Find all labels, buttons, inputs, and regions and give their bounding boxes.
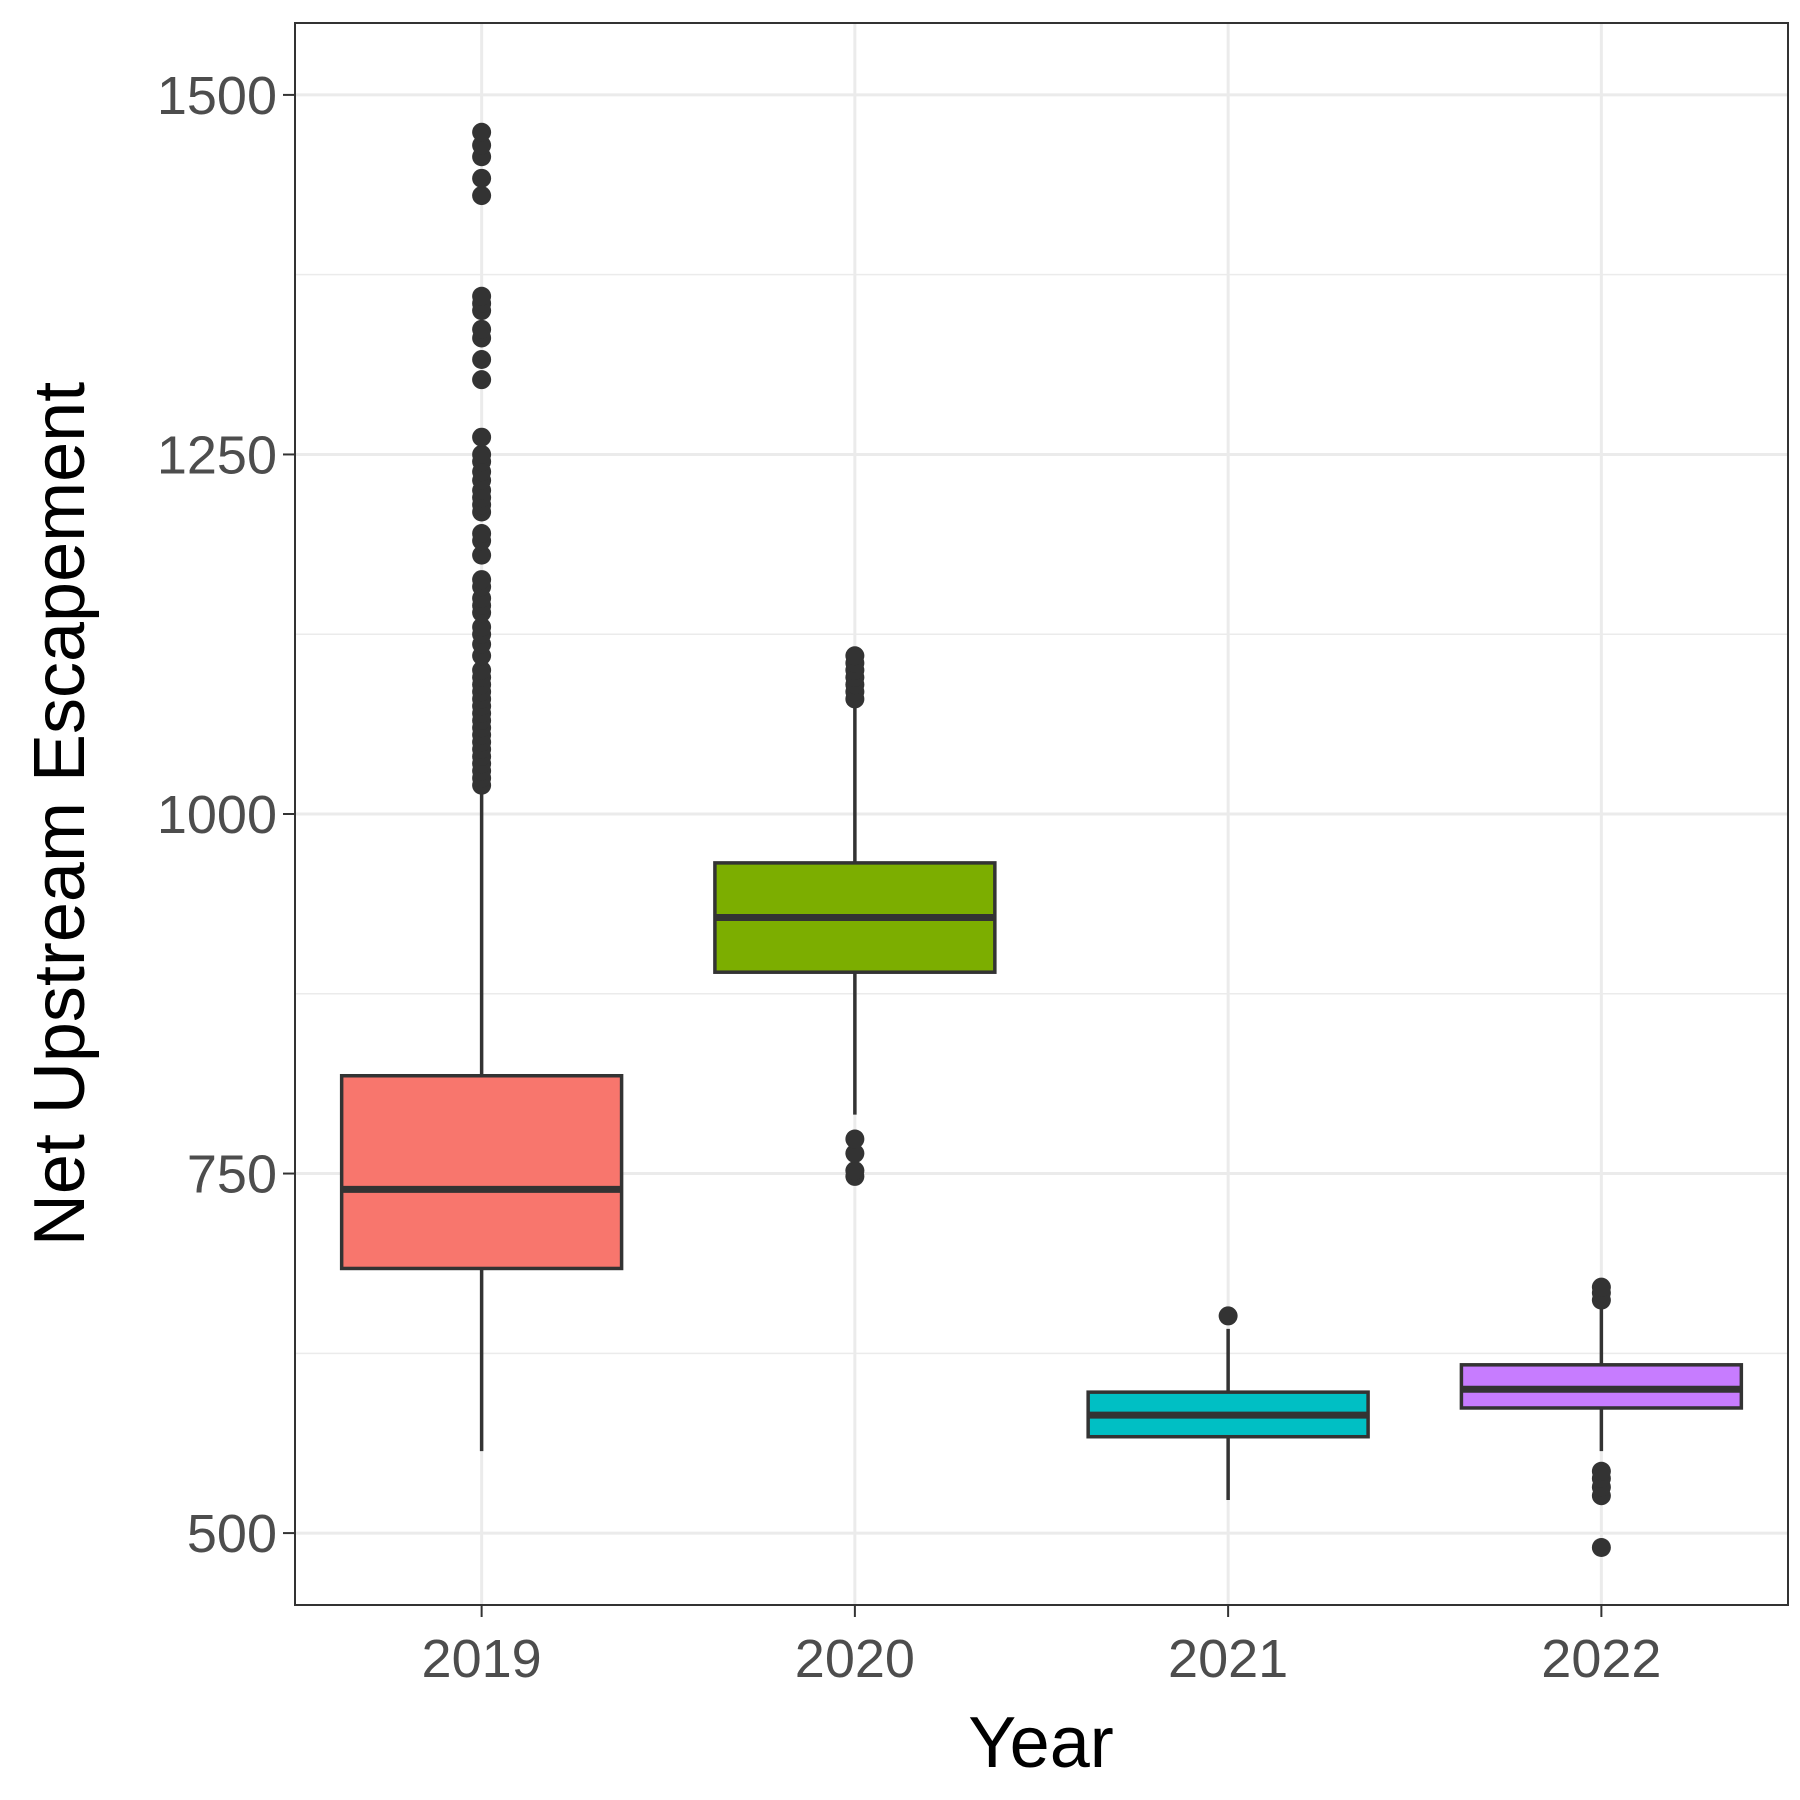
x-tick-label: 2020 xyxy=(795,1629,915,1689)
outlier-point xyxy=(472,122,492,142)
outlier-point xyxy=(472,660,492,680)
outlier-point xyxy=(845,646,865,666)
outlier-point xyxy=(845,1143,865,1163)
outlier-point xyxy=(472,570,492,590)
box-group-2020 xyxy=(713,646,997,1186)
outlier-point xyxy=(472,370,492,390)
box-iqr xyxy=(339,1073,624,1271)
outlier-point xyxy=(472,186,492,206)
outlier-point xyxy=(472,524,492,544)
x-axis: 2019 2020 2021 2022 xyxy=(422,1605,1661,1689)
outlier-point xyxy=(472,444,492,464)
outlier-point xyxy=(472,427,492,447)
y-tick-label: 1500 xyxy=(157,66,277,126)
outlier-point xyxy=(472,545,492,565)
outlier-point xyxy=(845,1129,865,1149)
box-series xyxy=(339,122,1744,1557)
outlier-point xyxy=(472,286,492,306)
outlier-point xyxy=(1591,1537,1611,1557)
y-axis: 500 750 1000 1250 1500 xyxy=(157,66,295,1564)
box-group-2021 xyxy=(1086,1306,1370,1501)
outlier-point xyxy=(1218,1306,1238,1326)
box-group-2019 xyxy=(339,122,624,1452)
outlier-point xyxy=(472,168,492,188)
y-tick-label: 1000 xyxy=(157,785,277,845)
x-tick-label: 2021 xyxy=(1168,1629,1288,1689)
outlier-point xyxy=(472,617,492,637)
y-tick-label: 750 xyxy=(187,1145,277,1205)
x-tick-label: 2022 xyxy=(1541,1629,1661,1689)
outlier-point xyxy=(1591,1277,1611,1297)
y-axis-title: Net Upstream Escapement xyxy=(20,382,100,1246)
y-tick-label: 500 xyxy=(187,1504,277,1564)
outlier-point xyxy=(1591,1461,1611,1481)
outlier-point xyxy=(845,1161,865,1181)
x-tick-label: 2019 xyxy=(422,1629,542,1689)
outlier-point xyxy=(472,350,492,370)
outlier-point xyxy=(472,319,492,339)
x-axis-title: Year xyxy=(968,1703,1113,1783)
box-group-2022 xyxy=(1459,1277,1744,1557)
y-tick-label: 1250 xyxy=(157,425,277,485)
